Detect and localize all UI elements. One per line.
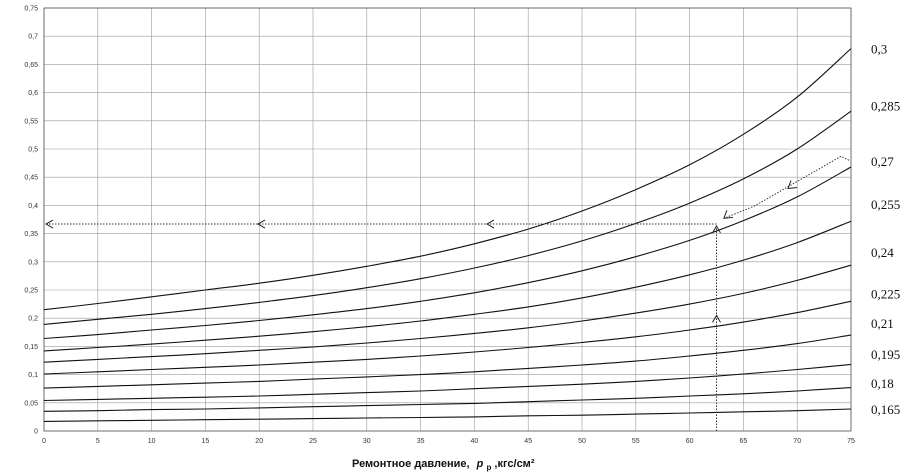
x-tick-label: 20 xyxy=(255,438,263,445)
y-tick-label: 0,3 xyxy=(28,259,38,266)
x-tick-label: 5 xyxy=(96,438,100,445)
y-tick-label: 0,35 xyxy=(24,231,38,238)
x-tick-label: 35 xyxy=(417,438,425,445)
curves xyxy=(43,48,852,422)
series-line xyxy=(43,220,852,352)
curve-label: 0,195 xyxy=(871,347,900,362)
y-tick-label: 0,75 xyxy=(24,6,38,13)
guide-arrow-left-icon xyxy=(485,219,495,229)
x-axis-title-main: Ремонтное давление, xyxy=(352,458,470,470)
y-tick-label: 0,2 xyxy=(28,316,38,323)
x-tick-label: 10 xyxy=(148,438,156,445)
guide-arrow-diagonal-icon xyxy=(723,210,733,219)
x-axis-title-var: p xyxy=(476,458,484,470)
y-tick-label: 0,4 xyxy=(28,203,38,210)
guide-arrow-up-icon xyxy=(712,225,721,234)
curve-label: 0,18 xyxy=(871,376,894,391)
y-tick-label: 0,25 xyxy=(24,288,38,295)
x-tick-label: 50 xyxy=(578,438,586,445)
example-guide xyxy=(44,155,850,431)
x-tick-label: 40 xyxy=(471,438,479,445)
y-tick-label: 0,5 xyxy=(28,147,38,154)
curve-labels: 0,3 0,285 0,27 0,255 0,24 0,225 0,21 0,195 0,18 0… xyxy=(871,42,900,417)
series-line xyxy=(43,264,852,363)
y-tick-label: 0 xyxy=(34,429,38,436)
x-axis-title-unit: ,кгс/см² xyxy=(494,458,534,470)
curve-label: 0,3 xyxy=(871,42,887,57)
guide-arrow-diagonal-icon xyxy=(787,180,798,190)
x-tick-label: 25 xyxy=(309,438,317,445)
y-tick-label: 0,15 xyxy=(24,344,38,351)
x-tick-label: 60 xyxy=(686,438,694,445)
x-axis-title: Ремонтное давление, p р ,кгс/см² xyxy=(352,458,535,473)
x-axis-title-sub: р xyxy=(486,463,491,472)
x-tick-label: 45 xyxy=(524,438,532,445)
series-line xyxy=(43,110,852,325)
x-tick-label: 15 xyxy=(202,438,210,445)
guide-diagonal-line xyxy=(723,155,850,219)
y-tick-label: 0,05 xyxy=(24,400,38,407)
series-line xyxy=(43,300,852,375)
series-line xyxy=(43,48,852,311)
x-tick-label: 65 xyxy=(740,438,748,445)
series-line xyxy=(43,387,852,412)
series-line xyxy=(43,166,852,340)
grid-lines xyxy=(43,7,852,432)
series-line xyxy=(43,334,852,389)
y-tick-label: 0,7 xyxy=(28,34,38,41)
guide-arrow-up-icon xyxy=(712,314,721,323)
x-tick-label: 70 xyxy=(793,438,801,445)
tick-labels: 0 5 10 15 20 25 30 35 40 45 50 55 60 65 70 75 0 0,05 0,1 0,… xyxy=(24,6,855,446)
curve-label: 0,285 xyxy=(871,99,900,114)
curve-label: 0,21 xyxy=(871,316,894,331)
x-tick-label: 0 xyxy=(42,438,46,445)
x-tick-label: 30 xyxy=(363,438,371,445)
guide-arrow-left-icon xyxy=(44,219,54,229)
series-line xyxy=(43,363,852,402)
y-tick-label: 0,6 xyxy=(28,90,38,97)
curve-label: 0,255 xyxy=(871,197,900,212)
x-tick-label: 55 xyxy=(632,438,640,445)
y-tick-label: 0,1 xyxy=(28,372,38,379)
plot-frame xyxy=(43,7,852,432)
series-line xyxy=(43,408,852,422)
x-tick-label: 75 xyxy=(847,438,855,445)
curve-label: 0,24 xyxy=(871,245,894,260)
curve-label: 0,165 xyxy=(871,402,900,417)
guide-arrow-left-icon xyxy=(256,219,266,229)
y-tick-label: 0,55 xyxy=(24,118,38,125)
y-tick-label: 0,65 xyxy=(24,62,38,69)
y-tick-label: 0,45 xyxy=(24,175,38,182)
curve-label: 0,27 xyxy=(871,154,894,169)
curve-label: 0,225 xyxy=(871,287,900,302)
